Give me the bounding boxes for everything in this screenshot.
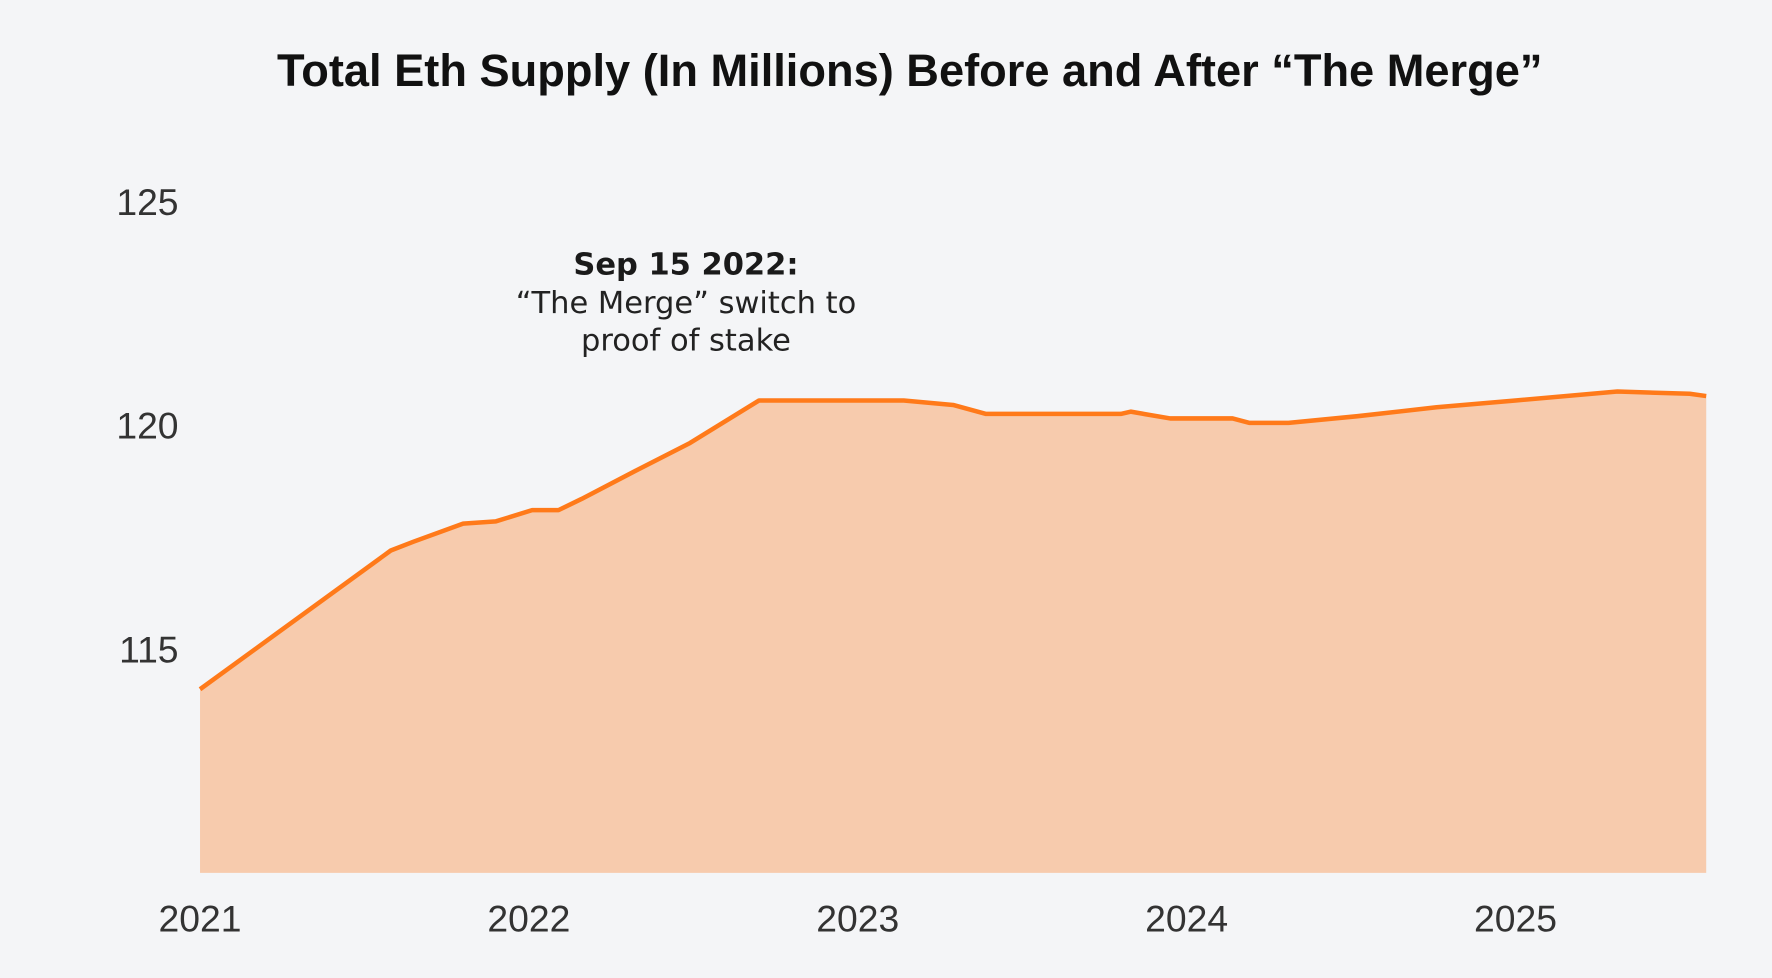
y-axis: 115 120 125 <box>116 181 178 671</box>
x-axis: 2021 2022 2023 2024 2025 <box>159 898 1557 940</box>
x-tick-label: 2021 <box>159 898 242 940</box>
x-tick-label: 2023 <box>816 898 899 940</box>
chart-title: Total Eth Supply (In Millions) Before an… <box>277 45 1542 96</box>
x-tick-label: 2024 <box>1145 898 1228 940</box>
merge-annotation: Sep 15 2022: “The Merge” switch to proof… <box>516 248 857 359</box>
y-tick-label: 115 <box>119 629 178 671</box>
annotation-line-3: proof of stake <box>581 323 791 358</box>
annotation-line-2: “The Merge” switch to <box>516 286 857 321</box>
x-tick-label: 2025 <box>1474 898 1557 940</box>
y-tick-label: 125 <box>116 181 178 223</box>
annotation-date: Sep 15 2022: <box>573 248 798 283</box>
y-tick-label: 120 <box>116 405 178 447</box>
x-tick-label: 2022 <box>487 898 570 940</box>
supply-line <box>198 389 1707 692</box>
plot-area <box>198 389 1707 873</box>
supply-area <box>200 391 1707 873</box>
